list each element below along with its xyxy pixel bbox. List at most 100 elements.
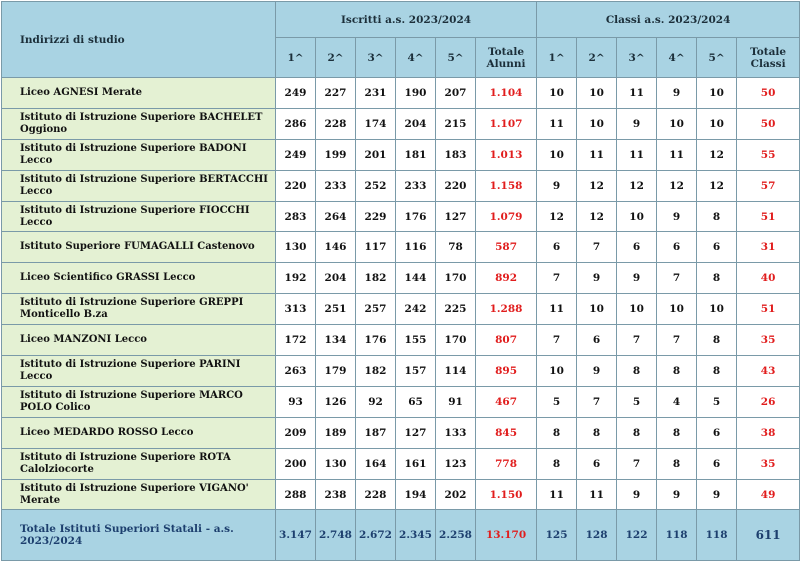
classi-cell: 12	[576, 200, 618, 233]
iscritti-cell: 126	[315, 385, 356, 418]
iscritti-cell: 161	[395, 447, 436, 480]
table-row: Istituto di Istruzione Superiore VIGANO'…	[1, 478, 800, 511]
iscritti-cell: 164	[355, 447, 396, 480]
iscritti-cell: 229	[355, 200, 396, 233]
classi-cell: 8	[616, 355, 658, 387]
footer-classi-3: 122	[616, 509, 658, 562]
iscritti-cell: 182	[355, 262, 396, 295]
classi-cell: 6	[536, 231, 578, 264]
iscritti-cell: 174	[355, 107, 396, 140]
iscritti-cell: 117	[355, 231, 396, 264]
iscritti-cell: 157	[395, 355, 436, 387]
footer-classi-5: 118	[696, 509, 738, 562]
school-name: Liceo AGNESI Merate	[1, 77, 276, 109]
school-name: Istituto di Istruzione Superiore GREPPI …	[1, 293, 276, 326]
iscritti-cell: 170	[435, 324, 476, 357]
classi-cell: 8	[656, 447, 698, 480]
iscritti-cell: 264	[315, 200, 356, 233]
iscritti-cell: 283	[275, 200, 316, 233]
iscritti-cell: 189	[315, 416, 356, 449]
iscritti-cell: 182	[355, 355, 396, 387]
totale-alunni-cell: 1.013	[474, 138, 538, 171]
iscritti-cell: 172	[275, 324, 316, 357]
classi-cell: 9	[536, 169, 578, 202]
classi-cell: 12	[536, 200, 578, 233]
iscritti-cell: 220	[435, 169, 476, 202]
school-name: Liceo MANZONI Lecco	[1, 324, 276, 357]
classi-cell: 11	[536, 107, 578, 140]
classi-cell: 6	[696, 416, 738, 449]
classi-cell: 12	[656, 169, 698, 202]
footer-totale-alunni: 13.170	[474, 509, 538, 562]
group-header-iscritti: Iscritti a.s. 2023/2024	[274, 1, 538, 38]
school-name: Istituto di Istruzione Superiore BERTACC…	[1, 169, 276, 202]
totale-alunni-cell: 845	[474, 416, 538, 449]
classi-cell: 4	[656, 385, 698, 418]
totale-alunni-cell: 807	[474, 324, 538, 357]
school-name: Liceo MEDARDO ROSSO Lecco	[1, 416, 276, 449]
classi-cell: 7	[536, 324, 578, 357]
footer-classi-4: 118	[656, 509, 698, 562]
classi-cell: 9	[616, 478, 658, 511]
classi-cell: 5	[536, 385, 578, 418]
totale-classi-cell: 38	[736, 416, 800, 449]
iscritti-cell: 127	[435, 200, 476, 233]
totale-classi-cell: 49	[736, 478, 800, 511]
iscritti-cell: 215	[435, 107, 476, 140]
col-header-classi-5: 5^	[696, 37, 738, 78]
classi-cell: 8	[656, 355, 698, 387]
classi-cell: 10	[696, 77, 738, 109]
iscritti-cell: 127	[395, 416, 436, 449]
classi-cell: 7	[656, 262, 698, 295]
classi-cell: 9	[576, 262, 618, 295]
footer-classi-2: 128	[576, 509, 618, 562]
classi-cell: 7	[656, 324, 698, 357]
iscritti-cell: 65	[395, 385, 436, 418]
iscritti-cell: 92	[355, 385, 396, 418]
totale-classi-cell: 55	[736, 138, 800, 171]
iscritti-cell: 228	[355, 478, 396, 511]
table-row: Istituto di Istruzione Superiore BACHELE…	[1, 107, 800, 140]
iscritti-cell: 233	[315, 169, 356, 202]
iscritti-cell: 204	[315, 262, 356, 295]
classi-cell: 11	[576, 478, 618, 511]
classi-cell: 8	[656, 416, 698, 449]
classi-cell: 9	[576, 355, 618, 387]
iscritti-cell: 78	[435, 231, 476, 264]
classi-cell: 10	[616, 200, 658, 233]
classi-cell: 7	[616, 324, 658, 357]
group-header-classi: Classi a.s. 2023/2024	[536, 1, 800, 38]
iscritti-cell: 220	[275, 169, 316, 202]
table-row: Istituto di Istruzione Superiore MARCO P…	[1, 385, 800, 418]
iscritti-cell: 176	[355, 324, 396, 357]
classi-cell: 7	[616, 447, 658, 480]
iscritti-cell: 227	[315, 77, 356, 109]
classi-cell: 5	[696, 385, 738, 418]
totale-alunni-cell: 1.158	[474, 169, 538, 202]
iscritti-cell: 130	[315, 447, 356, 480]
table-row: Liceo AGNESI Merate 249 227 231 190 207 1.104 1…	[1, 77, 800, 109]
iscritti-cell: 134	[315, 324, 356, 357]
classi-cell: 7	[576, 231, 618, 264]
iscritti-cell: 179	[315, 355, 356, 387]
classi-cell: 11	[536, 478, 578, 511]
classi-cell: 6	[576, 447, 618, 480]
iscritti-cell: 207	[435, 77, 476, 109]
iscritti-cell: 286	[275, 107, 316, 140]
totale-classi-cell: 51	[736, 293, 800, 326]
footer-label: Totale Istituti Superiori Statali - a.s.…	[1, 509, 276, 562]
table-row: Liceo MEDARDO ROSSO Lecco 209 189 187 127 133…	[1, 416, 800, 449]
classi-cell: 9	[656, 200, 698, 233]
footer-totale-classi: 611	[736, 509, 800, 562]
footer-iscritti-2: 2.748	[315, 509, 356, 562]
classi-cell: 9	[656, 478, 698, 511]
iscritti-cell: 228	[315, 107, 356, 140]
classi-cell: 5	[616, 385, 658, 418]
iscritti-cell: 176	[395, 200, 436, 233]
table-row: Istituto di Istruzione Superiore ROTA Ca…	[1, 447, 800, 480]
totale-classi-cell: 43	[736, 355, 800, 387]
totale-alunni-cell: 895	[474, 355, 538, 387]
col-header-iscritti-4: 4^	[395, 37, 436, 78]
table-footer-row: Totale Istituti Superiori Statali - a.s.…	[1, 509, 800, 562]
classi-cell: 7	[536, 262, 578, 295]
